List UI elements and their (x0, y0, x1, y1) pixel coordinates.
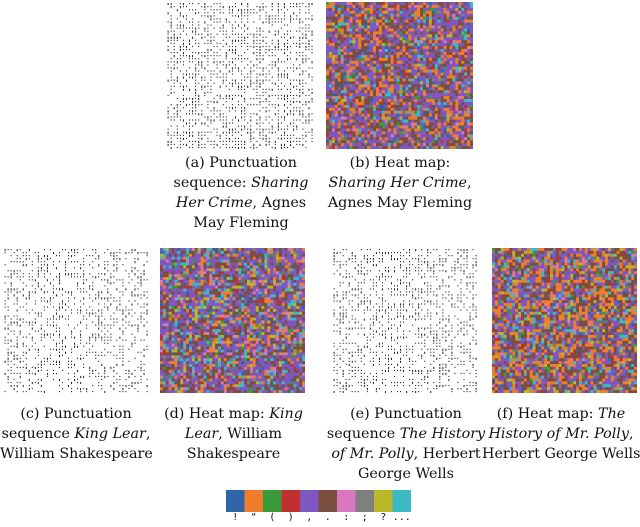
heat-map-f (492, 248, 637, 393)
legend-label: ... (392, 512, 411, 523)
legend-label: ! (232, 512, 239, 523)
legend-swatch (226, 490, 245, 512)
caption-e: (e) Punctuation sequence The History of … (326, 406, 486, 482)
legend-label: " (250, 512, 257, 523)
legend-swatch (374, 490, 393, 512)
caption-b: (b) Heat map: Sharing Her Crime, Agnes M… (327, 155, 473, 211)
legend-swatch (318, 490, 337, 512)
legend-label: : (343, 512, 350, 523)
caption-f: (f) Heat map: The History of Mr. Polly, … (482, 406, 640, 462)
legend-label: ; (361, 512, 368, 523)
punctuation-sequence-a (167, 3, 313, 149)
caption-d: (d) Heat map: King Lear, William Shakesp… (164, 406, 303, 462)
punctuation-sequence-c (4, 249, 148, 393)
legend-swatch (392, 490, 411, 512)
legend-label: . (324, 512, 331, 523)
legend-label: , (306, 512, 313, 523)
legend-swatch (281, 490, 300, 512)
legend-swatch (263, 490, 282, 512)
legend-label: ) (287, 512, 294, 523)
legend-swatch (355, 490, 374, 512)
heat-map-d (160, 248, 305, 393)
punctuation-sequence-e (333, 249, 477, 393)
caption-a: (a) Punctuation sequence: Sharing Her Cr… (173, 155, 309, 231)
legend-label: ( (269, 512, 276, 523)
heat-map-b (326, 2, 473, 149)
legend-swatch (337, 490, 356, 512)
color-legend (226, 490, 412, 512)
legend-swatch (244, 490, 263, 512)
caption-c: (c) Punctuation sequence King Lear, Will… (0, 406, 153, 462)
legend-swatch (300, 490, 319, 512)
legend-label: ? (380, 512, 387, 523)
